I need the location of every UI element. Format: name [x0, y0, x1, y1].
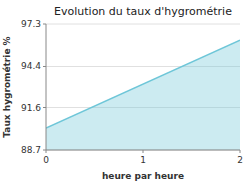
y-tick-label: 97.3 [21, 19, 41, 29]
plot-area [46, 40, 240, 150]
y-tick [43, 24, 46, 25]
area [46, 40, 240, 150]
x-tick [240, 150, 241, 153]
chart-container: 88.7 91.6 94.4 97.3 0 1 2 Evolution du taux d'h… [0, 0, 250, 188]
y-tick [43, 66, 46, 67]
x-tick-label: 0 [43, 155, 49, 165]
x-axis-label: heure par heure [102, 171, 184, 181]
x-tick [46, 150, 47, 153]
y-axis-label: Taux hygrométrie % [2, 36, 12, 137]
x-tick-label: 2 [237, 155, 243, 165]
y-tick-label: 88.7 [21, 145, 41, 155]
y-axis [46, 24, 47, 150]
y-tick-label: 94.4 [21, 61, 41, 71]
title: Evolution du taux d'hygrométrie [54, 5, 232, 18]
x-tick-label: 1 [140, 155, 146, 165]
y-tick-label: 91.6 [21, 103, 41, 113]
grid-line [46, 24, 240, 25]
chart: 88.7 91.6 94.4 97.3 0 1 2 Evolution du taux d'h… [0, 0, 250, 188]
y-tick [43, 107, 46, 108]
x-tick [143, 150, 144, 153]
line [46, 40, 240, 128]
